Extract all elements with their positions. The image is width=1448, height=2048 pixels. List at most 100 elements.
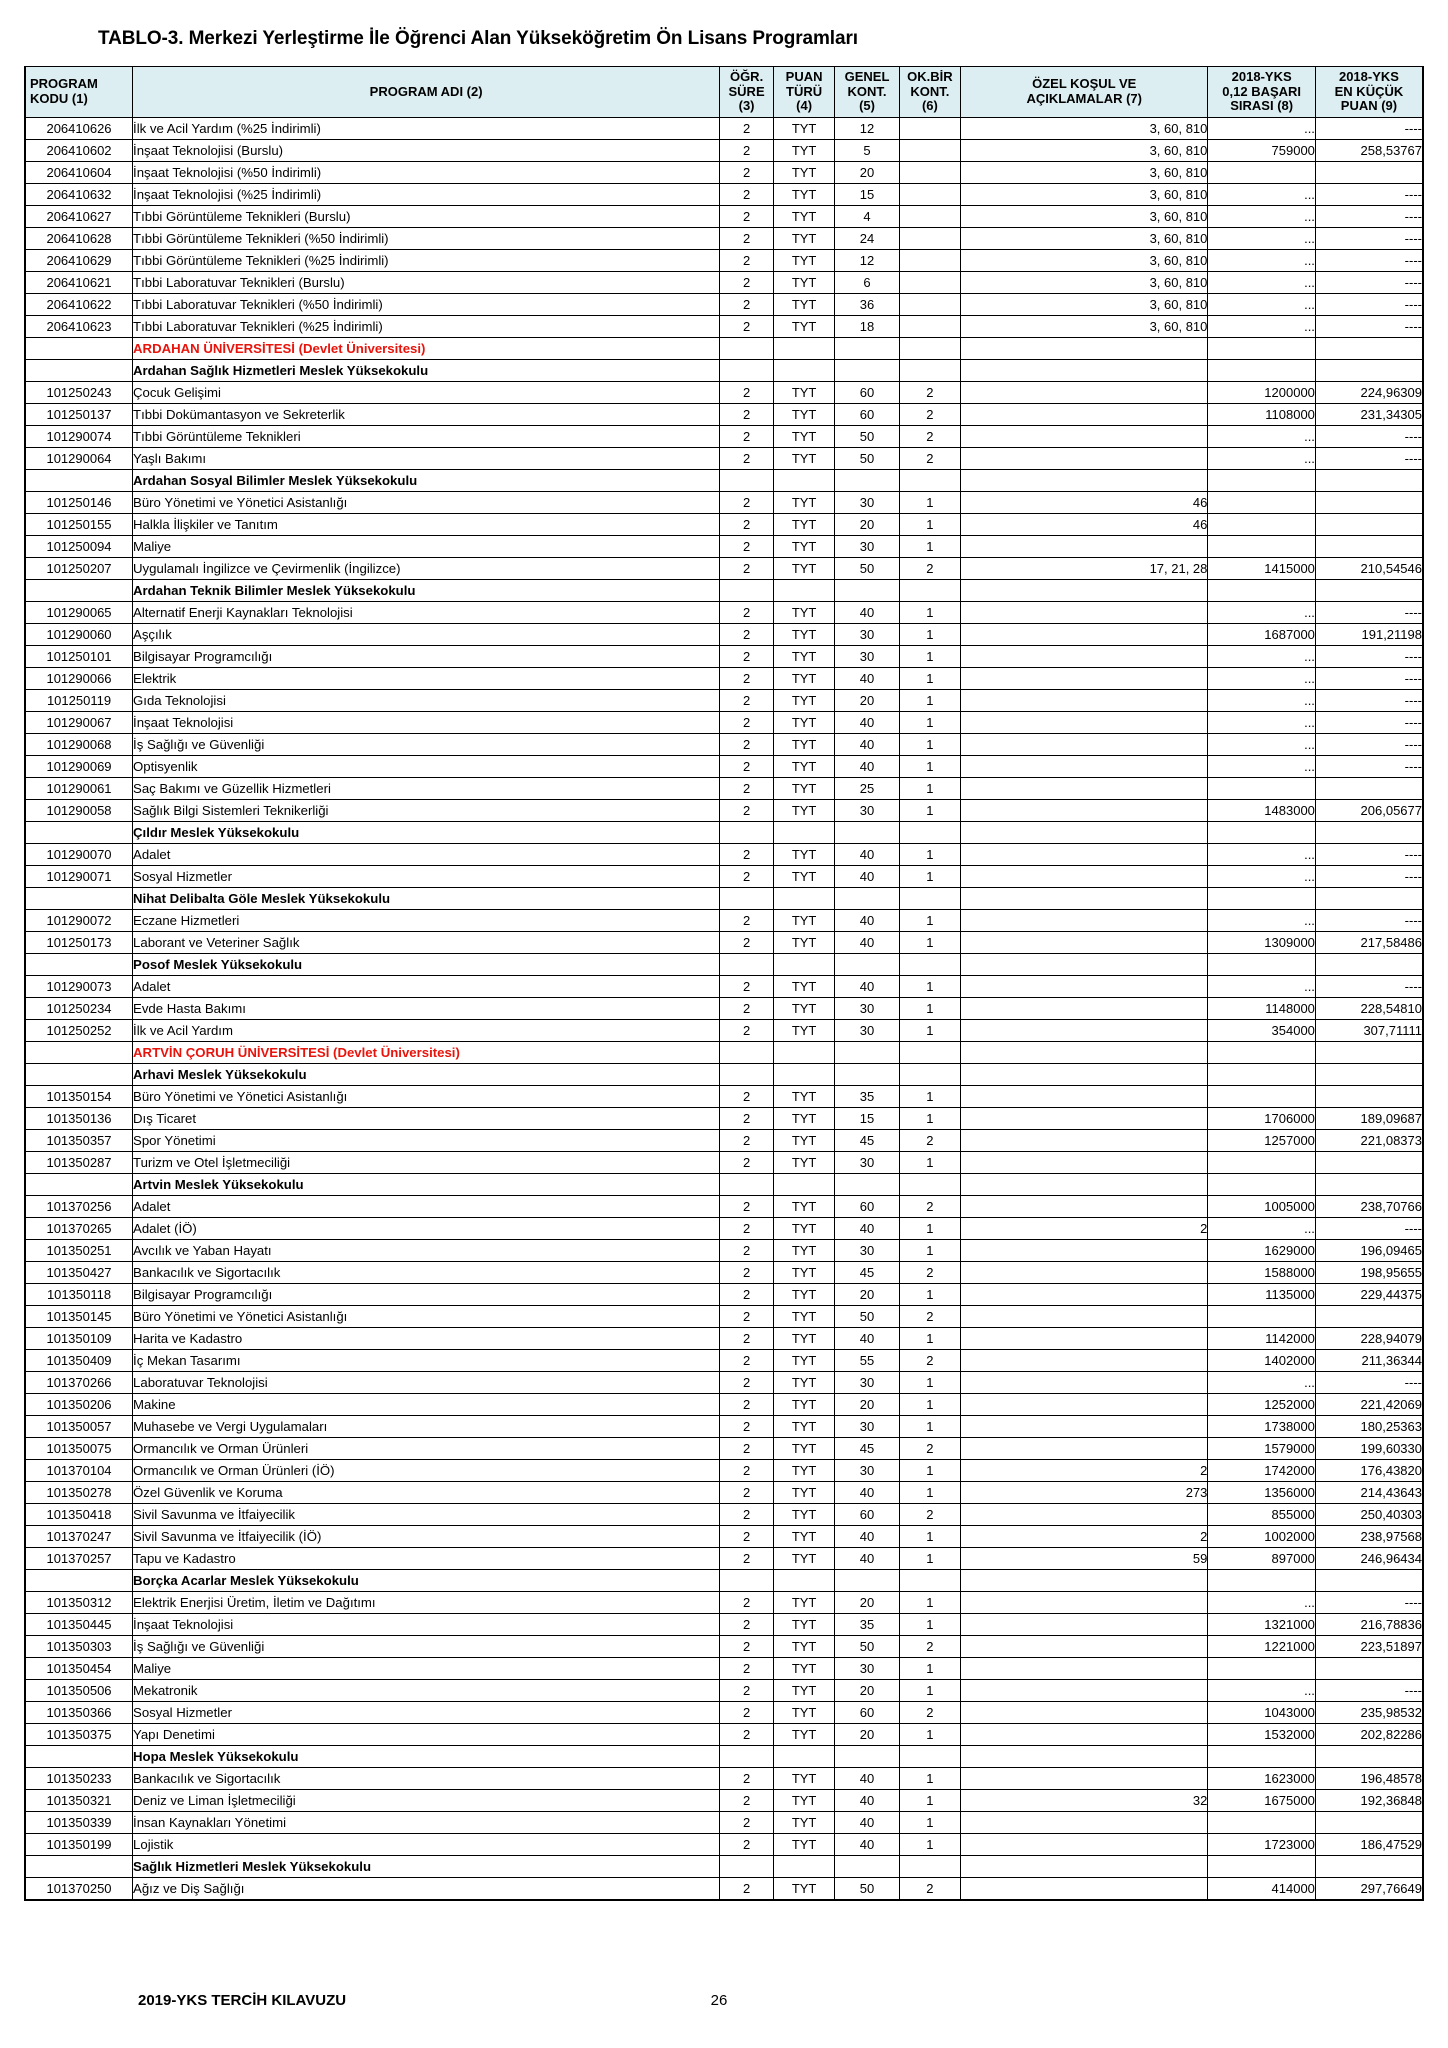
general-quota-cell [834,1173,900,1196]
success-rank-cell: ... [1207,865,1316,888]
min-score-cell: ---- [1314,1679,1424,1702]
school-first-quota-cell: 1 [898,1019,962,1042]
general-quota-cell: 60 [834,1503,900,1526]
program-name-cell: Tıbbi Görüntüleme Teknikleri (%25 İndiri… [132,249,721,272]
general-quota-cell: 40 [834,1525,900,1548]
program-code-cell: 101350375 [24,1723,134,1746]
special-conditions-cell [960,1723,1209,1746]
min-score-cell: ---- [1314,227,1424,250]
program-name-cell: Bankacılık ve Sigortacılık [132,1767,721,1790]
success-rank-cell: ... [1207,755,1316,778]
column-header-program-adi: PROGRAM ADI (2) [132,66,721,118]
score-type-cell: TYT [772,733,836,756]
min-score-cell [1314,1745,1424,1768]
program-name-cell: Posof Meslek Yüksekokulu [132,953,721,976]
program-code-cell [24,1173,134,1196]
school-first-quota-cell [898,821,962,844]
special-conditions-cell [960,1745,1209,1768]
general-quota-cell: 40 [834,1811,900,1834]
program-name-cell: Mekatronik [132,1679,721,1702]
program-name-cell: Lojistik [132,1833,721,1856]
min-score-cell: 176,43820 [1314,1459,1424,1482]
min-score-cell: ---- [1314,755,1424,778]
duration-cell: 2 [719,513,774,536]
general-quota-cell: 40 [834,1789,900,1812]
school-first-quota-cell: 1 [898,1371,962,1394]
table-row: 101350418 Sivil Savunma ve İtfaiyecilik 2 T… [24,1503,1424,1526]
special-conditions-cell: 2 [960,1217,1209,1240]
general-quota-cell: 45 [834,1437,900,1460]
general-quota-cell: 30 [834,799,900,822]
min-score-cell: ---- [1314,689,1424,712]
success-rank-cell: 1706000 [1207,1107,1316,1130]
score-type-cell: TYT [772,1151,836,1174]
duration-cell: 2 [719,117,774,140]
success-rank-cell [1207,1085,1316,1108]
score-type-cell: TYT [772,667,836,690]
duration-cell: 2 [719,557,774,580]
duration-cell: 2 [719,1195,774,1218]
duration-cell: 2 [719,1877,774,1901]
score-type-cell: TYT [772,843,836,866]
success-rank-cell: 1309000 [1207,931,1316,954]
general-quota-cell: 40 [834,931,900,954]
min-score-cell: ---- [1314,205,1424,228]
success-rank-cell: ... [1207,1217,1316,1240]
table-row: 206410604 İnşaat Teknolojisi (%50 İndirim… [24,161,1424,184]
duration-cell: 2 [719,1459,774,1482]
faculty-header-row: Çıldır Meslek Yüksekokulu [24,821,1424,844]
program-code-cell: 206410627 [24,205,134,228]
table-row: 101250155 Halkla İlişkiler ve Tanıtım 2 TYT… [24,513,1424,536]
program-code-cell: 101290058 [24,799,134,822]
school-first-quota-cell: 1 [898,733,962,756]
program-code-cell: 206410622 [24,293,134,316]
special-conditions-cell [960,931,1209,954]
special-conditions-cell [960,909,1209,932]
school-first-quota-cell: 1 [898,1283,962,1306]
score-type-cell: TYT [772,711,836,734]
min-score-cell: 216,78836 [1314,1613,1424,1636]
special-conditions-cell [960,843,1209,866]
score-type-cell: TYT [772,1701,836,1724]
footer-guide-name: 2019-YKS TERCİH KILAVUZU [138,1992,347,2009]
success-rank-cell: 855000 [1207,1503,1316,1526]
table-row: 101370247 Sivil Savunma ve İtfaiyecilik (… [24,1525,1424,1548]
programs-table: PROGRAM KODU (1) PROGRAM ADI (2) ÖĞR. SÜRE (3… [24,66,1424,1901]
school-first-quota-cell: 1 [898,1613,962,1636]
success-rank-cell: ... [1207,249,1316,272]
success-rank-cell [1207,887,1316,910]
program-code-cell: 101350321 [24,1789,134,1812]
duration-cell: 2 [719,1547,774,1570]
program-name-cell: Laboratuvar Teknolojisi [132,1371,721,1394]
score-type-cell: TYT [772,315,836,338]
success-rank-cell: ... [1207,227,1316,250]
score-type-cell: TYT [772,1503,836,1526]
program-code-cell: 101350303 [24,1635,134,1658]
program-name-cell: İlk ve Acil Yardım (%25 İndirimli) [132,117,721,140]
min-score-cell: 231,34305 [1314,403,1424,426]
table-row: 101350154 Büro Yönetimi ve Yönetici Asist… [24,1085,1424,1108]
score-type-cell [772,953,836,976]
program-code-cell: 206410602 [24,139,134,162]
table-row: 101250243 Çocuk Gelişimi 2 TYT 60 2 1200000 224… [24,381,1424,404]
table-row: 101350409 İç Mekan Tasarımı 2 TYT 55 2 1402000… [24,1349,1424,1372]
general-quota-cell: 40 [834,733,900,756]
school-first-quota-cell [898,315,962,338]
school-first-quota-cell [898,1063,962,1086]
general-quota-cell: 35 [834,1085,900,1108]
table-row: 101250119 Gıda Teknolojisi 2 TYT 20 1... ---- [24,689,1424,712]
score-type-cell: TYT [772,1415,836,1438]
special-conditions-cell [960,711,1209,734]
table-row: 101350303 İş Sağlığı ve Güvenliği 2 TYT 50 2 1… [24,1635,1424,1658]
special-conditions-cell: 46 [960,491,1209,514]
min-score-cell: ---- [1314,645,1424,668]
general-quota-cell: 40 [834,909,900,932]
school-first-quota-cell [898,579,962,602]
duration-cell: 2 [719,1261,774,1284]
table-row: 101350233 Bankacılık ve Sigortacılık 2 TYT 4… [24,1767,1424,1790]
success-rank-cell [1207,1305,1316,1328]
min-score-cell: ---- [1314,447,1424,470]
special-conditions-cell [960,1173,1209,1196]
duration-cell: 2 [719,865,774,888]
duration-cell: 2 [719,1371,774,1394]
